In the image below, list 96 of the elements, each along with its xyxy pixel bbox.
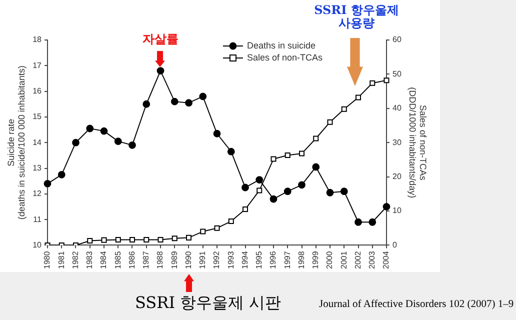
x-tick-label: 1990 <box>184 250 193 269</box>
x-tick-label: 1994 <box>240 250 250 269</box>
point <box>341 106 347 112</box>
text: SSRI 항우울제 사용량 <box>314 3 399 30</box>
x-tick-label: 1986 <box>127 250 136 269</box>
point <box>270 156 276 162</box>
point <box>114 138 122 146</box>
x-tick-label: 1997 <box>282 250 292 269</box>
x-tick-label: 2000 <box>325 250 334 269</box>
x-tick-label: 2001 <box>339 250 348 269</box>
y2-axis-title: Sales of non-TCAs (DDD/1000 inhabitants/day) <box>407 87 428 198</box>
y-tick-label: 11 <box>33 214 42 224</box>
point <box>87 238 93 244</box>
x-tick-label: 1987 <box>142 250 151 269</box>
text: SSRI 항우울제 시판 <box>135 293 282 312</box>
x-tick-label: 1980 <box>42 250 52 269</box>
point <box>115 236 121 242</box>
y-tick-label: 13 <box>32 163 42 172</box>
point <box>368 218 376 226</box>
point <box>227 148 235 156</box>
y2-tick-label: 10 <box>392 206 402 216</box>
point <box>172 236 178 242</box>
point <box>86 124 94 132</box>
point <box>284 152 290 158</box>
y2-tick-label: 30 <box>392 138 402 147</box>
point <box>340 188 348 196</box>
x-tick-label: 1993 <box>226 250 236 269</box>
x-tick-label: 1999 <box>311 250 320 269</box>
point <box>228 218 234 224</box>
y2-tick-label: 0 <box>392 240 398 250</box>
point <box>242 184 249 192</box>
point <box>199 92 207 100</box>
point <box>256 176 264 184</box>
point <box>158 236 164 242</box>
x-tick-label: 1983 <box>85 250 94 269</box>
point <box>170 98 178 106</box>
x-tick-label: 1984 <box>99 250 108 269</box>
y-tick-label: 15 <box>32 112 42 122</box>
point <box>355 94 362 100</box>
x-tick-label: 1995 <box>254 250 264 269</box>
y-tick-label: 12 <box>32 189 42 198</box>
point <box>242 206 248 212</box>
point <box>213 130 221 138</box>
x-tick-label: 2002 <box>353 250 362 269</box>
y-tick-label: 10 <box>32 240 42 250</box>
y-tick-label: 18 <box>32 35 42 44</box>
legend-label: Sales of non-TCAs <box>246 52 323 62</box>
y2-tick-label: 50 <box>392 69 402 78</box>
x-tick-label: 1981 <box>56 250 66 269</box>
point <box>284 188 292 196</box>
text: Journal of Affective Disorders 102 (2007) 1–9 <box>319 299 514 311</box>
point <box>326 188 334 196</box>
point <box>256 188 262 194</box>
point <box>298 150 305 156</box>
y-tick-label: 14 <box>32 138 42 147</box>
point <box>313 136 319 142</box>
x-tick-label: 1982 <box>70 250 80 269</box>
point <box>100 127 108 135</box>
point <box>129 236 136 242</box>
y2-tick-label: 20 <box>392 172 402 182</box>
point <box>354 218 362 226</box>
x-tick-label: 2003 <box>368 250 377 269</box>
point <box>384 78 390 84</box>
point <box>144 236 150 242</box>
y-axis-title: Suicide rate (deaths in suicide/100 000 inhabitants) <box>6 66 27 220</box>
point <box>142 100 150 108</box>
point <box>44 180 52 188</box>
legend-label: Deaths in suicide <box>246 40 316 50</box>
point <box>312 163 320 171</box>
point <box>327 119 333 125</box>
x-tick-label: 2004 <box>382 250 391 269</box>
point <box>186 234 192 240</box>
point <box>298 181 306 189</box>
point <box>382 203 390 210</box>
point <box>156 67 164 74</box>
x-tick-label: 1991 <box>198 250 208 269</box>
point <box>128 141 136 149</box>
point <box>58 170 66 178</box>
y2-tick-label: 60 <box>392 35 402 44</box>
x-tick-label: 1996 <box>268 250 278 269</box>
point <box>72 138 80 146</box>
point <box>200 228 206 234</box>
y-tick-label: 16 <box>32 86 42 96</box>
y2-tick-label: 40 <box>392 104 402 113</box>
x-tick-label: 1989 <box>170 250 179 269</box>
x-tick-label: 1988 <box>156 250 165 269</box>
point <box>101 237 107 243</box>
point <box>214 225 220 231</box>
y-tick-label: 17 <box>32 60 42 70</box>
annotation: 자살률 <box>142 32 178 46</box>
x-tick-label: 1985 <box>113 250 122 269</box>
point <box>270 195 278 203</box>
x-tick-label: 1992 <box>212 250 222 269</box>
point <box>185 99 192 107</box>
x-tick-label: 1998 <box>296 250 306 269</box>
point <box>370 80 376 86</box>
